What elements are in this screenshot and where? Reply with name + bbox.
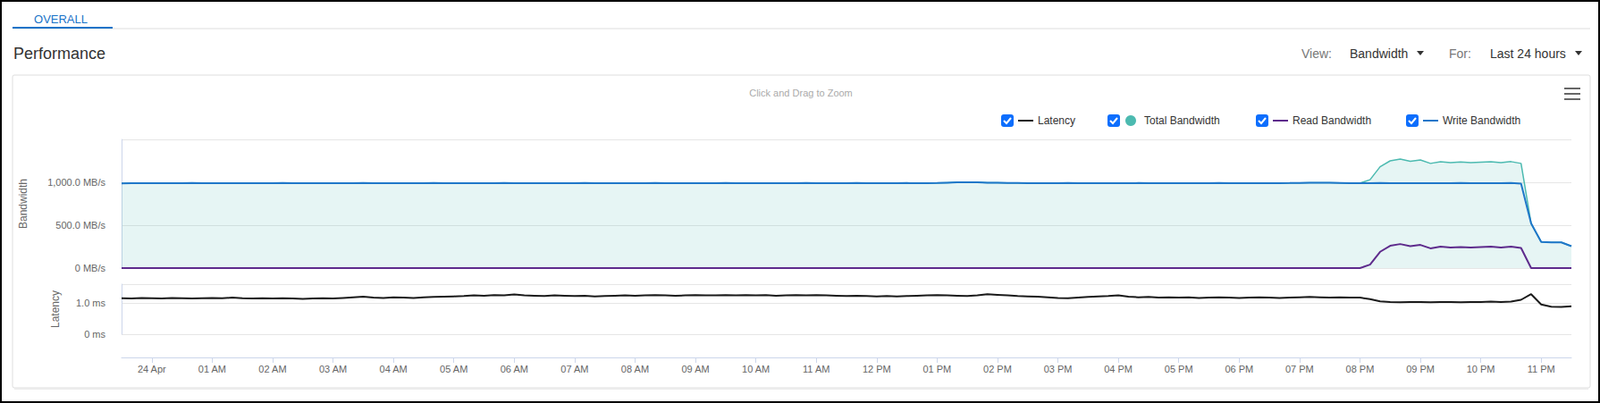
svg-text:04 PM: 04 PM bbox=[1103, 363, 1133, 375]
svg-text:OVERALL: OVERALL bbox=[33, 12, 88, 26]
svg-text:500.0 MB/s: 500.0 MB/s bbox=[55, 219, 106, 231]
svg-text:07 AM: 07 AM bbox=[560, 363, 589, 375]
svg-text:05 AM: 05 AM bbox=[439, 363, 468, 375]
svg-text:11 AM: 11 AM bbox=[802, 363, 830, 375]
svg-text:Performance: Performance bbox=[13, 44, 106, 63]
svg-text:View:: View: bbox=[1301, 46, 1332, 61]
svg-text:04 AM: 04 AM bbox=[379, 363, 408, 375]
svg-text:0 MB/s: 0 MB/s bbox=[75, 262, 107, 274]
svg-text:1.0 ms: 1.0 ms bbox=[75, 297, 107, 309]
svg-text:08 PM: 08 PM bbox=[1346, 363, 1375, 375]
svg-text:Bandwidth: Bandwidth bbox=[16, 178, 30, 229]
svg-text:Click and Drag to Zoom: Click and Drag to Zoom bbox=[749, 87, 853, 99]
svg-text:03 AM: 03 AM bbox=[319, 363, 347, 375]
svg-text:10 PM: 10 PM bbox=[1466, 363, 1496, 375]
svg-text:Latency: Latency bbox=[49, 290, 62, 329]
svg-text:06 AM: 06 AM bbox=[500, 363, 529, 375]
svg-text:02 AM: 02 AM bbox=[258, 363, 287, 375]
svg-text:For:: For: bbox=[1448, 46, 1472, 61]
svg-text:05 PM: 05 PM bbox=[1164, 363, 1194, 375]
svg-text:08 AM: 08 AM bbox=[621, 363, 649, 375]
svg-text:0 ms: 0 ms bbox=[84, 328, 106, 340]
svg-text:11 PM: 11 PM bbox=[1527, 363, 1556, 375]
svg-text:24 Apr: 24 Apr bbox=[137, 363, 167, 375]
svg-text:07 PM: 07 PM bbox=[1285, 363, 1314, 375]
svg-text:Write Bandwidth: Write Bandwidth bbox=[1442, 114, 1521, 127]
svg-text:09 PM: 09 PM bbox=[1406, 363, 1435, 375]
svg-text:10 AM: 10 AM bbox=[741, 363, 770, 375]
svg-text:01 PM: 01 PM bbox=[922, 363, 952, 375]
svg-text:12 PM: 12 PM bbox=[862, 363, 892, 375]
svg-text:Latency: Latency bbox=[1037, 114, 1076, 127]
svg-text:09 AM: 09 AM bbox=[681, 363, 709, 375]
svg-text:03 PM: 03 PM bbox=[1044, 363, 1073, 375]
svg-text:Bandwidth: Bandwidth bbox=[1349, 46, 1408, 61]
svg-text:1,000.0 MB/s: 1,000.0 MB/s bbox=[47, 176, 106, 188]
svg-text:Last 24 hours: Last 24 hours bbox=[1490, 46, 1567, 61]
svg-text:Total Bandwidth: Total Bandwidth bbox=[1144, 114, 1221, 127]
svg-text:Read Bandwidth: Read Bandwidth bbox=[1292, 114, 1372, 127]
svg-text:01 AM: 01 AM bbox=[198, 363, 227, 375]
svg-text:06 PM: 06 PM bbox=[1224, 363, 1254, 375]
svg-text:02 PM: 02 PM bbox=[983, 363, 1012, 375]
